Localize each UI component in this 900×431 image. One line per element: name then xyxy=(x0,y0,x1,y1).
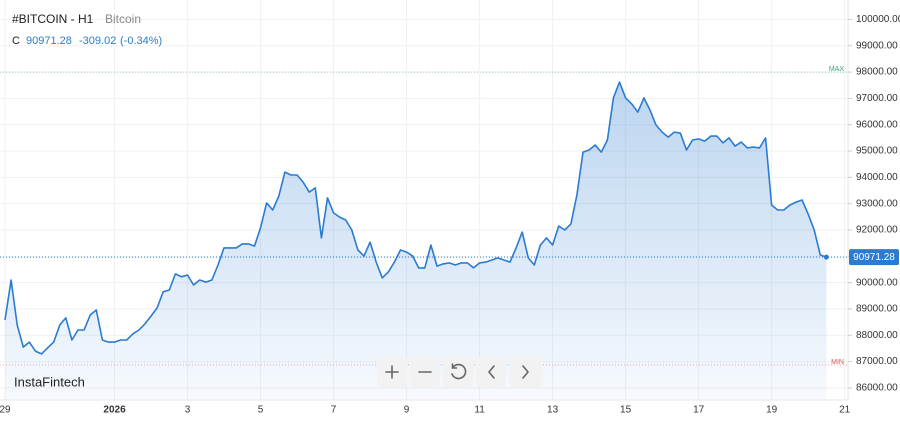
close-value: 90971.28 xyxy=(26,35,72,47)
x-tick-label: 29 xyxy=(0,405,11,416)
close-prefix: C xyxy=(12,35,20,47)
scroll-right-icon xyxy=(522,365,529,379)
x-tick-label: 9 xyxy=(404,405,410,416)
price-tag-label: 90971.28 xyxy=(853,252,895,263)
plot: MAX MIN xyxy=(0,66,848,400)
y-tick-label: 89000.00 xyxy=(856,304,898,315)
reset-button[interactable] xyxy=(443,357,473,387)
brand: InstaFintech xyxy=(14,374,85,389)
y-tick-label: 95000.00 xyxy=(856,146,898,157)
y-tick-label: 93000.00 xyxy=(856,198,898,209)
x-tick-label: 15 xyxy=(620,405,632,416)
y-tick-label: 87000.00 xyxy=(856,356,898,367)
axes: 86000.00 87000.00 88000.00 89000.00 90000.00… xyxy=(0,14,900,416)
change-percent: (-0.34%) xyxy=(120,35,162,47)
toolbar xyxy=(377,357,542,387)
y-tick-label: 88000.00 xyxy=(856,330,898,341)
y-tick-label: 90000.00 xyxy=(856,277,898,288)
x-tick-label: 5 xyxy=(258,405,264,416)
scroll-left-button[interactable] xyxy=(476,357,506,387)
x-tick-label: 3 xyxy=(185,405,191,416)
x-tick-label: 17 xyxy=(693,405,705,416)
change-value: -309.02 xyxy=(79,35,116,47)
reset-icon xyxy=(451,363,467,380)
x-tick-label: 7 xyxy=(331,405,337,416)
x-tick-label: 21 xyxy=(839,405,851,416)
max-line-label: MAX xyxy=(829,66,845,73)
y-tick-label: 99000.00 xyxy=(856,40,898,51)
x-tick-label: 11 xyxy=(474,405,485,416)
x-tick-label: 2026 xyxy=(103,405,126,416)
price-tag xyxy=(849,249,899,266)
scroll-left-icon xyxy=(488,365,495,379)
chart-subtitle: Bitcoin xyxy=(105,12,141,26)
scroll-right-button[interactable] xyxy=(509,357,542,387)
y-tick-label: 94000.00 xyxy=(856,172,898,183)
y-tick-label: 96000.00 xyxy=(856,119,898,130)
area-fill xyxy=(5,82,827,400)
y-tick-label: 100000.00 xyxy=(856,14,900,25)
min-line-label: MIN xyxy=(831,359,844,366)
price-line xyxy=(4,81,827,355)
y-tick-label: 92000.00 xyxy=(856,225,898,236)
y-tick-label: 86000.00 xyxy=(856,383,898,394)
x-tick-label: 19 xyxy=(766,405,778,416)
y-tick-label: 98000.00 xyxy=(856,67,898,78)
last-point xyxy=(823,254,829,260)
zoom-in-icon xyxy=(385,365,399,379)
chart-title: #BITCOIN - H1 xyxy=(12,12,94,26)
y-tick-label: 97000.00 xyxy=(856,93,898,104)
x-tick-label: 13 xyxy=(547,405,559,416)
